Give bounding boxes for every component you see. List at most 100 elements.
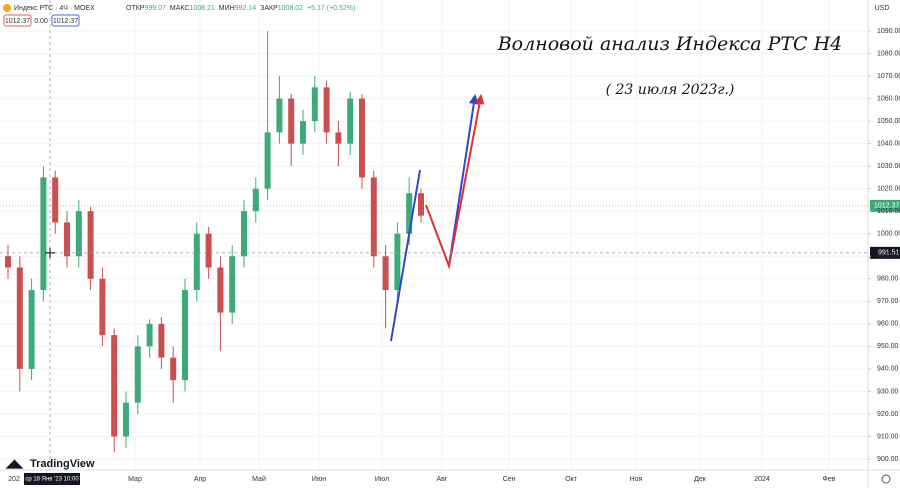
candle-body bbox=[418, 193, 424, 216]
y-tick-label: 970.00 bbox=[877, 298, 899, 305]
crosshair-price-tag bbox=[870, 246, 900, 259]
candle-body bbox=[134, 346, 141, 403]
settings-icon[interactable] bbox=[881, 474, 891, 484]
candle-body bbox=[28, 290, 35, 369]
symbol-icon bbox=[3, 4, 11, 12]
candle-body bbox=[123, 402, 129, 437]
candle-body bbox=[99, 278, 106, 336]
candle-body bbox=[359, 98, 365, 178]
candle-body bbox=[264, 132, 271, 189]
badge[interactable] bbox=[51, 14, 80, 27]
candle-body bbox=[40, 177, 47, 291]
candle-body bbox=[394, 233, 401, 291]
annotation-date: ( 23 июля 2023г.) bbox=[606, 82, 735, 98]
grid bbox=[0, 0, 868, 470]
y-tick-label: 1000.00 bbox=[877, 231, 900, 238]
candle-body bbox=[16, 267, 23, 369]
candle-body bbox=[170, 357, 177, 381]
brand-logo: ◢◣ bbox=[5, 458, 23, 470]
y-tick-label: 1080.00 bbox=[877, 50, 900, 57]
candle-body bbox=[87, 211, 94, 279]
candle-body bbox=[75, 211, 82, 257]
plot bbox=[5, 31, 424, 453]
x-tick-label: Май bbox=[252, 475, 266, 483]
y-tick-label: 950.00 bbox=[877, 343, 899, 350]
wave-line bbox=[390, 169, 421, 342]
y-tick-label: 940.00 bbox=[877, 366, 899, 373]
crosshair-cursor bbox=[45, 247, 55, 258]
candle-body bbox=[193, 233, 200, 291]
x-tick-label: Сен bbox=[503, 476, 516, 483]
x-tick-label: Мар bbox=[128, 476, 142, 483]
y-tick-label: 1040.00 bbox=[877, 140, 900, 147]
badge-text: 0.00 bbox=[34, 18, 48, 25]
y-tick-label: 1090.00 bbox=[877, 28, 900, 35]
y-tick-label: 1020.00 bbox=[877, 186, 900, 193]
candle-body bbox=[252, 188, 259, 212]
y-tick-label: 960.00 bbox=[877, 321, 899, 328]
candle-body bbox=[370, 177, 377, 257]
badge-text: 1012.37 bbox=[5, 18, 30, 25]
brand[interactable]: TradingView bbox=[30, 458, 95, 470]
x-tick-label: 2024 bbox=[754, 476, 770, 483]
x-tick-label: Апр bbox=[194, 476, 206, 483]
label: МАКС bbox=[170, 5, 190, 12]
candle-body bbox=[288, 98, 295, 144]
value: 992.14 bbox=[235, 5, 257, 12]
symbol: Индекс РТС · 4Ч · MOEX bbox=[14, 5, 95, 12]
y-tick-label: 1010.00 bbox=[877, 208, 900, 215]
crosshair-time-tag bbox=[24, 473, 80, 485]
x-tick-label: Июн bbox=[312, 476, 326, 483]
y-tick-label: 980.00 bbox=[877, 276, 899, 283]
candle-body bbox=[146, 323, 153, 347]
x-tick-label: Авг bbox=[437, 476, 448, 483]
candle-body bbox=[229, 256, 236, 313]
candle-body bbox=[182, 290, 188, 381]
ohlc: ОТКР999.07 МАКС1008.21 МИН992.14 ЗАКР1008.0… bbox=[126, 5, 355, 12]
y-tick-label: 1050.00 bbox=[877, 118, 900, 125]
y-tick-label: 1070.00 bbox=[877, 73, 900, 80]
currency[interactable]: USD bbox=[875, 5, 890, 12]
candle-body bbox=[52, 177, 59, 223]
candle-body bbox=[64, 222, 70, 257]
crosshair-time-label: ср 18 Янв '23 10:00 bbox=[25, 477, 79, 483]
candle-body bbox=[323, 87, 330, 133]
x-tick-label: Окт bbox=[565, 476, 578, 483]
label: ЗАКР bbox=[260, 5, 278, 12]
annotation-title: Волновой анализ Индекса РТС Н4 bbox=[497, 33, 843, 55]
candle-body bbox=[276, 98, 283, 133]
candle-body bbox=[111, 335, 118, 437]
candle-body bbox=[5, 256, 11, 268]
x-tick-label: Июл bbox=[375, 476, 389, 483]
y-tick-label: 930.00 bbox=[877, 388, 899, 395]
candle-body bbox=[335, 132, 342, 144]
label: ОТКР bbox=[126, 5, 145, 12]
candle-body bbox=[205, 233, 212, 268]
crosshair-price-label: 991.51 bbox=[878, 250, 900, 257]
wave-arrow bbox=[425, 94, 485, 270]
y-tick-label: 900.00 bbox=[877, 456, 899, 463]
last-price-label: 1012.37 bbox=[874, 203, 899, 210]
candle-body bbox=[347, 98, 354, 144]
value: 1008.21 bbox=[189, 5, 214, 12]
x-tick-label: Ноя bbox=[630, 476, 643, 483]
candle-body bbox=[382, 256, 389, 291]
badge[interactable] bbox=[3, 14, 32, 27]
candle-body bbox=[241, 211, 247, 257]
badge-text: 1012.37 bbox=[53, 18, 78, 25]
candle-body bbox=[158, 323, 165, 358]
y-tick-label: 1060.00 bbox=[877, 95, 900, 102]
value: 999.07 bbox=[144, 5, 166, 12]
value: 1008.02 bbox=[278, 5, 303, 12]
candle-body bbox=[217, 267, 224, 313]
x-tick-label: Дек bbox=[694, 476, 707, 483]
candle-body bbox=[406, 193, 413, 234]
change: +5.17 (+0.52%) bbox=[307, 5, 355, 12]
x-tick-label: Фев bbox=[823, 476, 836, 483]
y-tick-label: 990.00 bbox=[877, 253, 899, 260]
label: МИН bbox=[219, 5, 235, 12]
last-price-tag bbox=[870, 199, 900, 212]
y-tick-label: 910.00 bbox=[877, 433, 899, 440]
